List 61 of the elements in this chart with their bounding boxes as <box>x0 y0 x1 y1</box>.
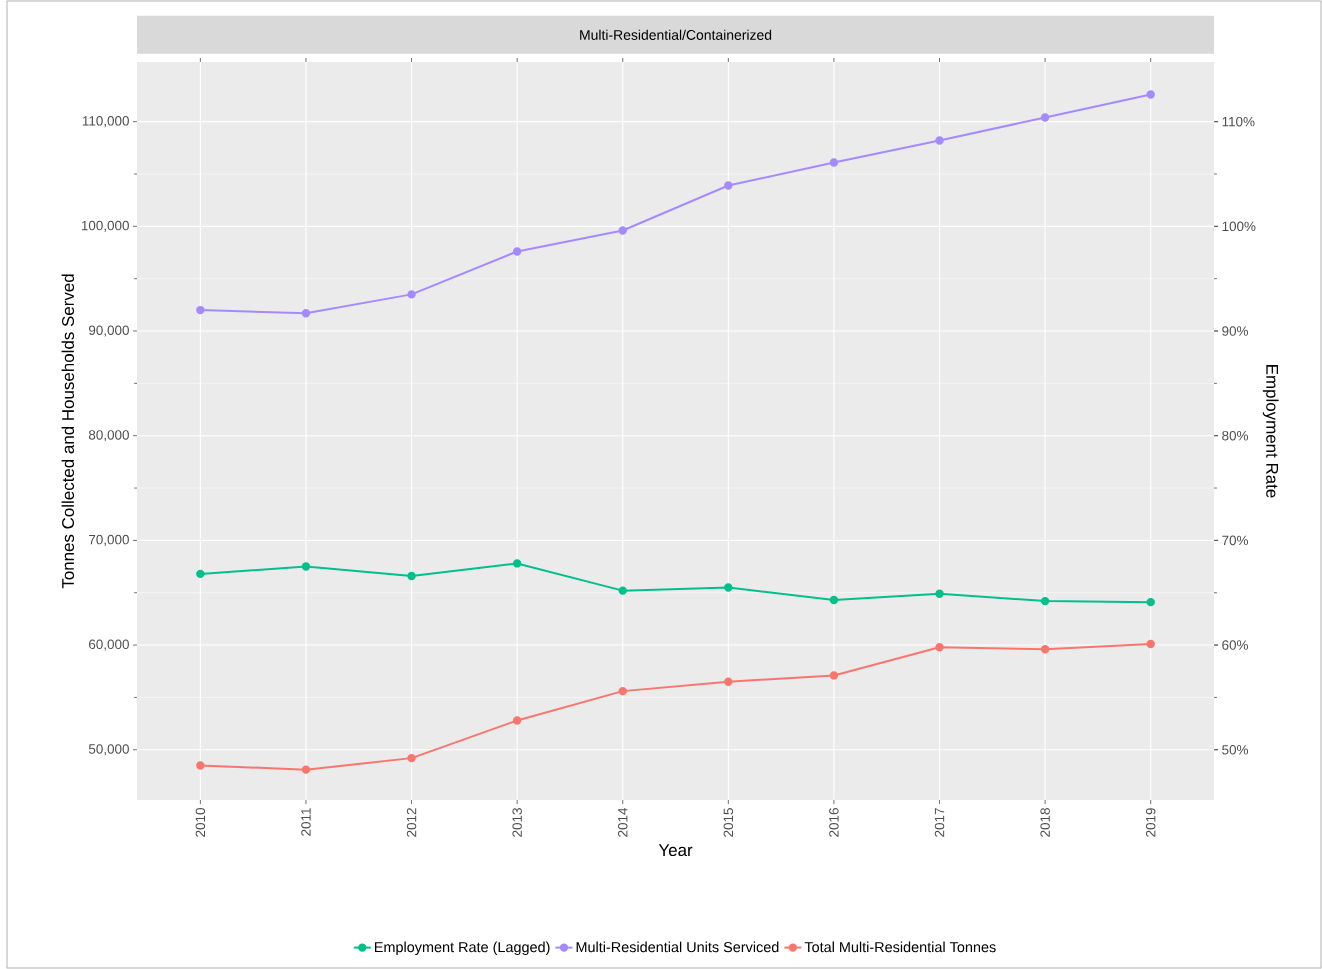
point <box>1146 597 1155 607</box>
y-tick-label: 90,000 <box>88 325 129 337</box>
y-tick-label: 50,000 <box>88 744 129 756</box>
x-tick-label: 2015 <box>723 808 734 837</box>
point <box>724 583 733 592</box>
point <box>1146 90 1155 99</box>
point <box>1040 596 1050 606</box>
point <box>618 226 627 235</box>
y-tick-label: 60,000 <box>89 639 129 651</box>
point <box>301 765 311 774</box>
point <box>935 136 944 145</box>
y2-tick-label: 80% <box>1222 430 1249 441</box>
point <box>829 671 839 680</box>
point <box>618 586 627 595</box>
point <box>829 595 839 605</box>
point <box>724 181 733 190</box>
y2-tick-label: 60% <box>1222 640 1249 650</box>
x-tick-label: 2010 <box>195 808 206 837</box>
point <box>407 290 416 299</box>
legend-label: Multi-Residential Units Serviced <box>576 941 779 953</box>
x-tick-label: 2019 <box>1145 808 1156 837</box>
point <box>724 677 733 686</box>
y2-tick-label: 100% <box>1222 221 1256 232</box>
point <box>512 716 522 725</box>
point <box>301 309 311 318</box>
y-tick-label: 70,000 <box>89 534 129 546</box>
x-tick-label: 2016 <box>829 808 839 837</box>
point <box>1040 645 1050 654</box>
y-axis-title: Tonnes Collected and Households Served <box>61 274 75 589</box>
point <box>935 642 944 652</box>
y-tick-label: 110,000 <box>82 116 129 128</box>
point <box>512 559 522 568</box>
x-tick-label: 2018 <box>1040 808 1050 837</box>
x-tick-label: 2012 <box>406 808 417 837</box>
point <box>196 761 205 770</box>
point <box>1146 639 1155 649</box>
y2-tick-label: 90% <box>1222 326 1249 336</box>
point <box>512 247 522 256</box>
legend-label: Employment Rate (Lagged) <box>374 941 550 956</box>
point <box>196 305 205 315</box>
y-tick-label: 80,000 <box>88 430 129 442</box>
y2-tick-label: 50% <box>1222 744 1249 755</box>
chart-title: Multi-Residential/Containerized <box>580 29 772 40</box>
y2-tick-label: 110% <box>1222 116 1255 127</box>
point <box>829 158 839 167</box>
x-tick-label: 2011 <box>301 808 311 836</box>
y2-tick-label: 70% <box>1222 535 1249 546</box>
x-tick-label: 2017 <box>934 808 945 837</box>
y2-axis-title: Employment Rate <box>1262 365 1279 498</box>
point <box>1040 113 1050 122</box>
legend-label: Total Multi-Residential Tonnes <box>804 941 996 953</box>
point <box>618 686 627 696</box>
point <box>935 589 944 598</box>
point <box>301 562 311 571</box>
x-axis-title: Year <box>658 844 693 857</box>
x-tick-label: 2014 <box>617 807 628 837</box>
point <box>407 571 416 581</box>
point <box>196 569 205 579</box>
x-tick-label: 2013 <box>512 808 522 837</box>
point <box>407 753 416 763</box>
y-tick-label: 100,000 <box>81 220 129 232</box>
